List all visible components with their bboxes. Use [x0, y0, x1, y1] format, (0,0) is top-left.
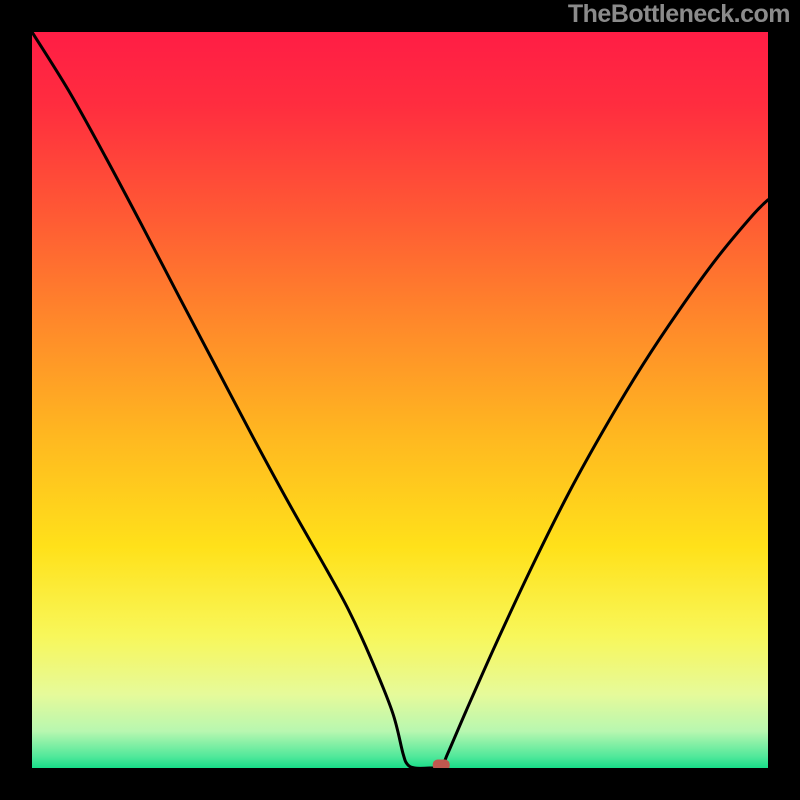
- bottleneck-chart: [0, 0, 800, 800]
- watermark-text: TheBottleneck.com: [568, 0, 790, 29]
- chart-stage: TheBottleneck.com: [0, 0, 800, 800]
- chart-background: [32, 32, 768, 768]
